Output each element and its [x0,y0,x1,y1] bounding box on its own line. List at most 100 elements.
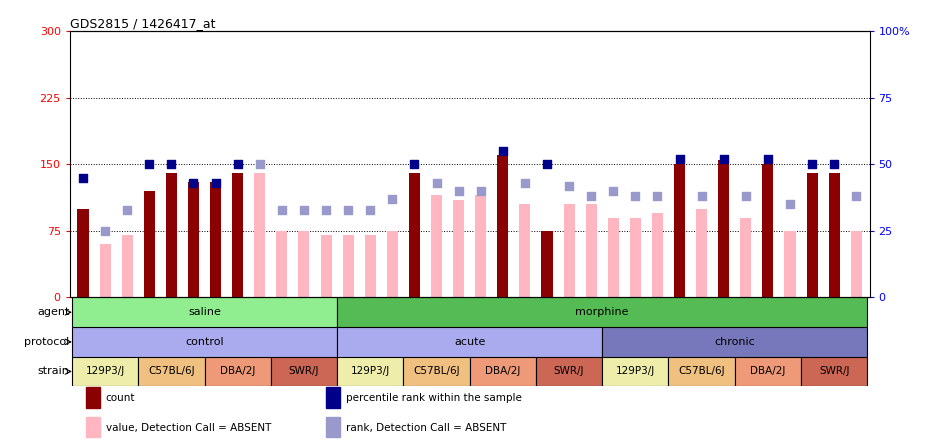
Text: chronic: chronic [714,337,755,347]
Text: GDS2815 / 1426417_at: GDS2815 / 1426417_at [70,17,215,30]
Bar [166,173,177,297]
Bar [519,204,530,297]
Point [75,174,90,181]
Point [738,193,753,200]
Point [252,161,267,168]
Text: DBA/2J: DBA/2J [220,366,256,377]
Bar [674,164,685,297]
Bar [564,204,575,297]
Point [539,161,554,168]
Point [517,179,532,186]
Bar [607,218,618,297]
Bar [337,297,868,327]
Bar [205,357,271,386]
Point [694,193,709,200]
Bar [453,200,464,297]
Bar [86,387,100,408]
Point [142,161,157,168]
Text: agent: agent [37,307,70,317]
Bar [321,235,332,297]
Bar [100,244,111,297]
Bar [326,387,340,408]
Bar [431,195,442,297]
Bar [669,357,735,386]
Bar [139,357,205,386]
Point [473,187,488,194]
Bar [144,191,154,297]
Text: morphine: morphine [576,307,629,317]
Point [782,201,797,208]
Point [340,206,355,213]
Bar [475,195,486,297]
Bar [603,357,669,386]
Point [849,193,864,200]
Bar [740,218,751,297]
Bar [785,231,795,297]
Bar [404,357,470,386]
Bar [299,231,310,297]
Bar [586,204,597,297]
Bar [254,173,265,297]
Text: 129P3/J: 129P3/J [616,366,655,377]
Bar [122,235,133,297]
Bar [72,357,139,386]
Point [120,206,135,213]
Bar [337,327,603,357]
Bar [77,209,88,297]
Point [407,161,422,168]
Bar [652,213,663,297]
Bar [365,235,376,297]
Bar [536,357,603,386]
Bar [409,173,420,297]
Point [672,155,687,163]
Bar [470,357,536,386]
Bar [337,357,404,386]
Bar [387,231,398,297]
Bar [232,173,243,297]
Bar [851,231,862,297]
Point [164,161,179,168]
Text: acute: acute [454,337,485,347]
Bar [806,173,817,297]
Point [208,179,223,186]
Bar [697,209,707,297]
Point [385,195,400,202]
Text: 129P3/J: 129P3/J [351,366,390,377]
Text: C57BL/6J: C57BL/6J [413,366,459,377]
Text: strain: strain [37,366,70,377]
Bar [271,357,337,386]
Point [274,206,289,213]
Point [628,193,643,200]
Text: DBA/2J: DBA/2J [751,366,786,377]
Point [562,182,577,189]
Bar [342,235,353,297]
Bar [276,231,287,297]
Bar [498,155,509,297]
Bar [718,160,729,297]
Point [186,179,201,186]
Point [650,193,665,200]
Point [98,227,113,234]
Point [761,155,776,163]
Bar [72,297,337,327]
Bar [326,417,340,437]
Text: DBA/2J: DBA/2J [485,366,521,377]
Bar [72,327,337,357]
Bar [541,231,552,297]
Text: percentile rank within the sample: percentile rank within the sample [346,393,522,403]
Text: 129P3/J: 129P3/J [86,366,125,377]
Bar [829,173,840,297]
Point [363,206,378,213]
Text: SWR/J: SWR/J [554,366,584,377]
Bar [86,417,100,437]
Point [496,147,511,155]
Text: count: count [106,393,135,403]
Text: C57BL/6J: C57BL/6J [678,366,725,377]
Point [297,206,312,213]
Text: value, Detection Call = ABSENT: value, Detection Call = ABSENT [106,423,272,433]
Text: C57BL/6J: C57BL/6J [148,366,194,377]
Text: protocol: protocol [24,337,70,347]
Text: SWR/J: SWR/J [819,366,849,377]
Point [584,193,599,200]
Bar [763,164,774,297]
